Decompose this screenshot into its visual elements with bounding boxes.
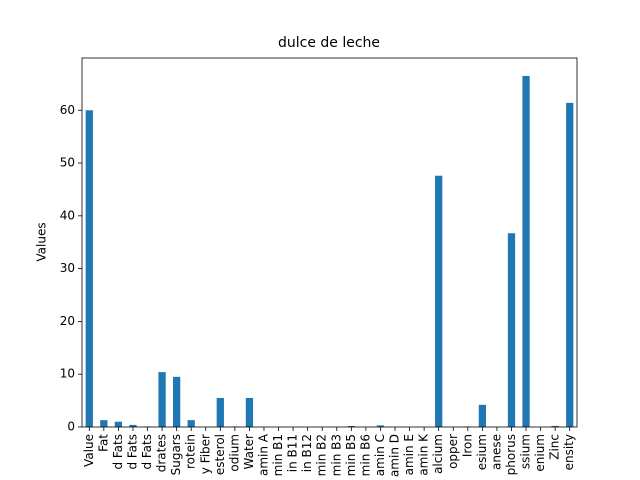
bar <box>507 233 516 427</box>
x-tick-label: min B5 <box>344 434 358 476</box>
bar <box>566 102 574 427</box>
bar <box>245 397 254 427</box>
x-tick-label: odium <box>227 434 241 472</box>
y-tick-label: 50 <box>60 156 75 170</box>
x-tick-label: min B2 <box>315 434 329 476</box>
bar <box>172 376 181 427</box>
x-tick-label: Sugars <box>169 434 183 475</box>
x-tick-label: opper <box>446 434 460 469</box>
x-tick-label: esterol <box>213 434 227 475</box>
x-tick-label: min B1 <box>271 434 285 476</box>
bar <box>187 420 195 427</box>
bar <box>551 425 559 427</box>
x-tick-label: rotein <box>184 434 198 469</box>
x-tick-label: enium <box>533 434 547 472</box>
bar <box>376 425 385 427</box>
y-axis-label: Values <box>35 222 49 261</box>
bar <box>216 397 224 427</box>
chart-title: dulce de leche <box>278 35 380 51</box>
x-tick-label: in B11 <box>286 434 300 472</box>
y-tick-label: 40 <box>60 208 75 222</box>
x-tick-label: amin D <box>388 434 402 477</box>
bar <box>435 175 443 427</box>
x-tick-label: Fat <box>96 434 110 452</box>
y-tick-label: 30 <box>60 261 75 275</box>
x-tick-label: d Fats <box>140 434 154 470</box>
bar <box>85 110 93 427</box>
bar <box>347 425 355 427</box>
bar <box>522 75 530 428</box>
x-tick-label: ensity <box>562 434 576 470</box>
bar <box>100 420 108 427</box>
x-tick-label: phorus <box>504 434 518 475</box>
x-tick-label: Water <box>242 434 256 470</box>
y-tick-label: 10 <box>60 367 75 381</box>
x-tick-label: alcium <box>431 434 445 474</box>
x-tick-label: in B12 <box>300 434 314 472</box>
x-tick-label: amin C <box>373 434 387 476</box>
x-tick-label: Zinc <box>548 434 562 460</box>
x-tick-label: d Fats <box>111 434 125 470</box>
bar <box>114 421 123 427</box>
x-tick-label: esium <box>475 434 489 470</box>
x-tick-label: anese <box>489 434 503 470</box>
plot-frame <box>81 57 578 428</box>
x-tick-label: d Fats <box>125 434 139 470</box>
x-tick-label: ssium <box>519 434 533 469</box>
y-tick-label: 60 <box>60 103 75 117</box>
x-tick-label: amin A <box>256 433 270 476</box>
bar <box>478 404 487 427</box>
x-tick-label: min B6 <box>358 434 372 476</box>
x-tick-label: Iron <box>460 434 474 457</box>
bar <box>129 424 137 427</box>
x-tick-label: amin K <box>417 433 431 476</box>
x-tick-label: amin E <box>402 434 416 475</box>
bar <box>158 372 166 427</box>
x-tick-label: y Fiber <box>198 434 212 474</box>
x-tick-label: drates <box>155 434 169 472</box>
x-tick-label: min B3 <box>329 434 343 476</box>
y-tick-label: 0 <box>67 420 75 434</box>
x-tick-label: Value <box>82 434 96 467</box>
y-tick-label: 20 <box>60 314 75 328</box>
